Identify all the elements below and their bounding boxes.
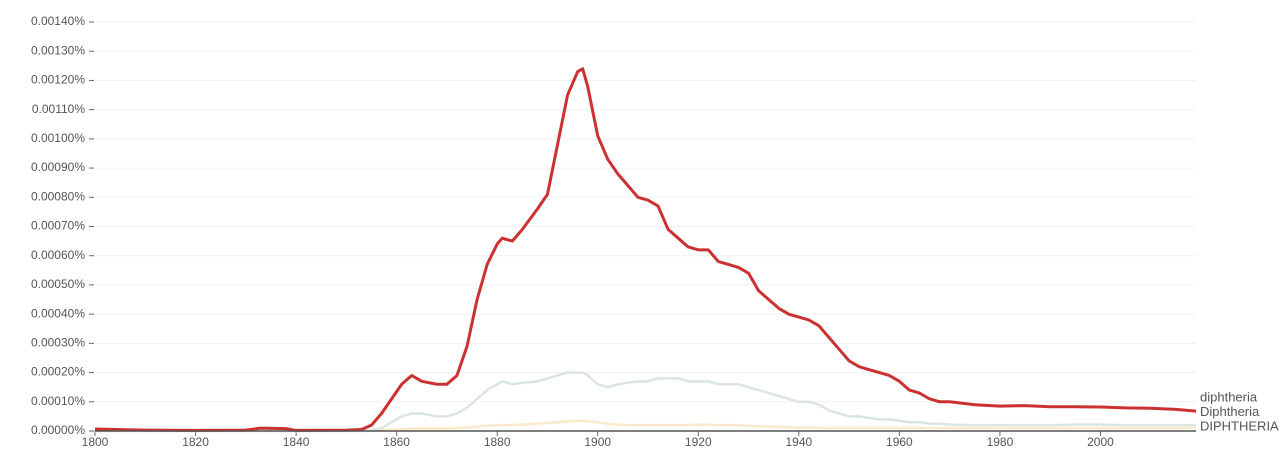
series-line bbox=[95, 371, 1196, 433]
y-tick-label: 0.00050% bbox=[31, 277, 85, 291]
y-tick-label: 0.00040% bbox=[31, 306, 85, 320]
y-tick-label: 0.00030% bbox=[31, 336, 85, 350]
series-line bbox=[95, 419, 1197, 433]
x-tick-label: 1800 bbox=[82, 435, 109, 449]
x-tick-label: 1980 bbox=[987, 435, 1014, 449]
y-tick-label: 0.00000% bbox=[31, 423, 85, 437]
x-tick-label: 1960 bbox=[886, 435, 913, 449]
y-tick-label: 0.00060% bbox=[31, 248, 85, 262]
y-tick-label: 0.00070% bbox=[31, 219, 85, 233]
x-tick-label: 1860 bbox=[383, 435, 410, 449]
y-tick-label: 0.00130% bbox=[31, 43, 85, 57]
x-tick-label: 1940 bbox=[785, 435, 812, 449]
y-tick-label: 0.00090% bbox=[31, 160, 85, 174]
y-tick-label: 0.00080% bbox=[31, 189, 85, 203]
y-tick-label: 0.00010% bbox=[31, 394, 85, 408]
x-tick-label: 2000 bbox=[1087, 435, 1114, 449]
legend-label: diphtheria bbox=[1200, 389, 1258, 404]
x-tick-label: 1840 bbox=[283, 435, 310, 449]
x-tick-label: 1880 bbox=[484, 435, 511, 449]
series-line bbox=[94, 67, 1197, 432]
x-tick-label: 1820 bbox=[182, 435, 209, 449]
x-tick-label: 1900 bbox=[584, 435, 611, 449]
y-tick-label: 0.00140% bbox=[31, 14, 85, 28]
x-tick-label: 1920 bbox=[685, 435, 712, 449]
legend-label: Diphtheria bbox=[1200, 404, 1260, 419]
y-tick-label: 0.00100% bbox=[31, 131, 85, 145]
legend-label: DIPHTHERIA bbox=[1200, 418, 1279, 433]
y-tick-label: 0.00120% bbox=[31, 73, 85, 87]
y-tick-label: 0.00110% bbox=[32, 102, 85, 116]
y-tick-label: 0.00020% bbox=[31, 365, 85, 379]
